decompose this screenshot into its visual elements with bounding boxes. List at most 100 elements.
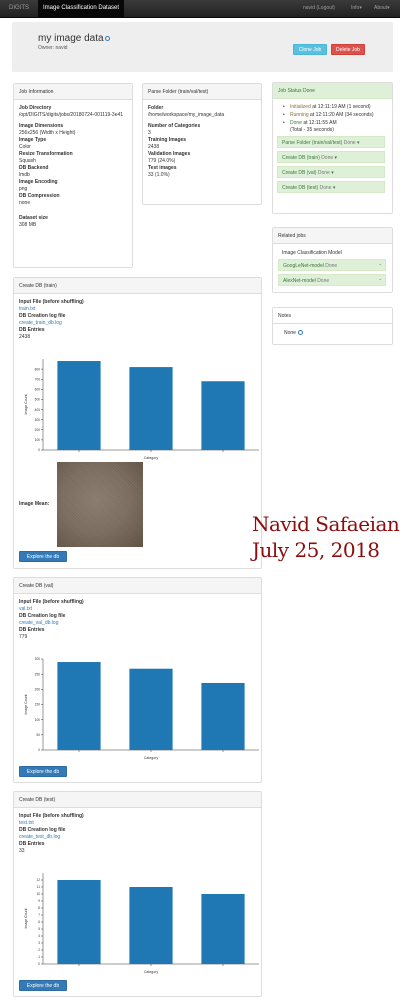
- y-tick-label: 0: [38, 962, 40, 966]
- y-tick-label: 100: [35, 718, 41, 722]
- top-navbar: DIGITS Image Classification Dataset navi…: [0, 0, 400, 18]
- y-tick-label: 1: [38, 955, 40, 959]
- status-running: Running at 12:11:20 AM (34 seconds): [283, 112, 387, 119]
- db-compression-value: none: [19, 200, 31, 206]
- image-dimensions-value: 256x256 (Width x Height): [19, 130, 76, 136]
- log-file-label: DB Creation log file: [19, 313, 66, 319]
- input-file-link[interactable]: test.txt: [19, 820, 34, 826]
- subtask-create-db-train[interactable]: Create DB (train) Done ▾: [277, 151, 385, 163]
- signature-line-1: Navid Safaeian: [252, 512, 400, 536]
- folder-value: /home/workspace/my_image_data: [148, 112, 225, 118]
- input-file-link[interactable]: train.txt: [19, 306, 36, 312]
- job-header: my image data Owner: navid Clone Job Del…: [12, 22, 393, 72]
- status-state: Initialized: [290, 104, 311, 110]
- dataset-size-label: Dataset size: [19, 215, 48, 221]
- image-mean-label: Image Mean:: [19, 501, 50, 507]
- log-file-link[interactable]: create_train_db.log: [19, 320, 62, 326]
- status-time: at 12:11:19 AM (1 second): [312, 104, 371, 110]
- y-tick-label: 200: [35, 688, 41, 692]
- brand-link[interactable]: DIGITS: [9, 5, 30, 11]
- related-job-status: Done: [317, 278, 330, 284]
- log-file-label: DB Creation log file: [19, 613, 66, 619]
- y-axis-label: Image Count: [24, 394, 28, 414]
- about-menu[interactable]: About▾: [374, 5, 390, 11]
- subtask-create-db-val[interactable]: Create DB (val) Done ▾: [277, 166, 385, 178]
- related-job-dash: -: [379, 277, 381, 283]
- subtask-parse-folder[interactable]: Parse Folder (train/val/test) Done ▾: [277, 136, 385, 148]
- create-db-val-panel: Create DB (val) Input File (before shuff…: [13, 577, 262, 783]
- job-directory-label: Job Directory: [19, 105, 52, 111]
- chevron-down-icon: ▾: [359, 5, 362, 11]
- db-backend-label: DB Backend: [19, 165, 49, 171]
- status-time: at 12:11:20 AM (34 seconds): [310, 112, 374, 118]
- input-file-label: Input File (before shuffling): [19, 299, 84, 305]
- training-images-label: Training Images: [148, 137, 187, 143]
- status-state: Done: [290, 120, 302, 126]
- log-file-link[interactable]: create_test_db.log: [19, 834, 61, 840]
- y-tick-label: 9: [38, 899, 40, 903]
- y-tick-label: 500: [35, 398, 41, 402]
- image-mean-preview: [57, 462, 143, 547]
- y-tick-label: 7: [38, 913, 40, 917]
- parse-folder-panel: Parse Folder (train/val/test) Folder /ho…: [142, 83, 262, 205]
- x-axis-label: Category: [144, 970, 158, 974]
- explore-db-button[interactable]: Explore the db: [19, 766, 67, 777]
- bar: [57, 662, 101, 750]
- job-name[interactable]: my image data: [38, 33, 104, 44]
- panel-heading: Job Status Done: [273, 83, 392, 99]
- delete-job-button[interactable]: Delete Job: [331, 44, 365, 55]
- explore-db-button[interactable]: Explore the db: [19, 551, 67, 562]
- subtask-create-db-test[interactable]: Create DB (test) Done ▾: [277, 181, 385, 193]
- explore-db-button[interactable]: Explore the db: [19, 980, 67, 991]
- panel-heading: Parse Folder (train/val/test): [143, 84, 261, 100]
- bar: [201, 682, 245, 750]
- user-logout-link[interactable]: navid (Logout): [303, 5, 335, 11]
- job-status-panel: Job Status Done Initialized at 12:11:19 …: [272, 82, 393, 214]
- create-db-train-panel: Create DB (train) Input File (before shu…: [13, 277, 262, 569]
- y-axis-label: Image Count: [24, 908, 28, 928]
- input-file-label: Input File (before shuffling): [19, 813, 84, 819]
- y-tick-label: 0: [38, 748, 40, 752]
- info-menu[interactable]: Info▾: [351, 5, 362, 11]
- related-jobs-panel: Related jobs Image Classification Model …: [272, 227, 393, 293]
- about-menu-label: About: [374, 5, 388, 11]
- edit-notes-icon[interactable]: [298, 330, 304, 336]
- y-tick-label: 700: [35, 377, 41, 381]
- image-dimensions-label: Image Dimensions: [19, 123, 64, 129]
- chevron-down-icon: ▾: [331, 170, 334, 176]
- validation-images-value: 779 (24.0%): [148, 158, 176, 164]
- chevron-down-icon: ▾: [387, 5, 390, 11]
- db-entries-value: 779: [19, 634, 28, 640]
- log-file-label: DB Creation log file: [19, 827, 66, 833]
- dataset-size-value: 308 MB: [19, 222, 37, 228]
- clone-job-button[interactable]: Clone Job: [293, 44, 327, 55]
- image-encoding-value: png: [19, 186, 28, 192]
- db-entries-label: DB Entries: [19, 841, 45, 847]
- subtask-status: Done: [343, 140, 356, 146]
- y-tick-label: 2: [38, 948, 40, 952]
- y-axis-label: Image Count: [24, 694, 28, 714]
- refresh-icon[interactable]: [104, 35, 110, 41]
- folder-label: Folder: [148, 105, 164, 111]
- panel-heading: Notes: [273, 308, 392, 324]
- signature-line-2: July 25, 2018: [252, 538, 380, 562]
- y-tick-label: 800: [35, 367, 41, 371]
- y-tick-label: 3: [38, 941, 40, 945]
- notes-value: None: [284, 330, 296, 336]
- status-time: at 12:11:55 AM: [303, 120, 337, 126]
- status-state: Running: [290, 112, 309, 118]
- related-job-alexnet[interactable]: AlexNet-model Done -: [278, 274, 386, 286]
- chevron-down-icon: ▾: [332, 185, 336, 191]
- x-axis-label: Category: [144, 756, 158, 760]
- log-file-link[interactable]: create_val_db.log: [19, 620, 59, 626]
- y-tick-label: 0: [38, 448, 40, 452]
- input-file-link[interactable]: val.txt: [19, 606, 33, 612]
- image-type-label: Image Type: [19, 137, 47, 143]
- related-job-googlenet[interactable]: GoogLeNet-model Done -: [278, 259, 386, 271]
- nav-item-active[interactable]: Image Classification Dataset: [38, 0, 125, 18]
- related-job-name: GoogLeNet-model: [283, 263, 324, 269]
- related-job-name: AlexNet-model: [283, 278, 316, 284]
- subtask-name: Create DB (val): [282, 170, 317, 176]
- status-initialized: Initialized at 12:11:19 AM (1 second): [283, 104, 387, 111]
